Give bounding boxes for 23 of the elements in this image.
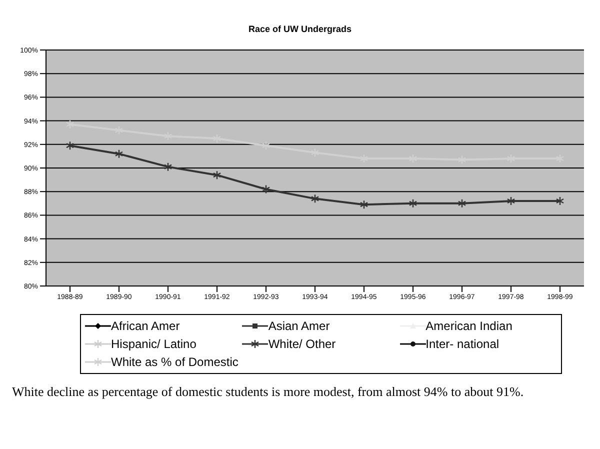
point (262, 184, 270, 194)
point (408, 198, 418, 208)
point (310, 194, 320, 204)
point (66, 140, 74, 150)
point (360, 200, 368, 210)
legend-label: White as % of Domestic (111, 355, 238, 369)
point (114, 149, 124, 158)
point (212, 170, 222, 180)
point (262, 140, 270, 150)
chart-title: Race of UW Undergrads (247, 24, 353, 36)
point (458, 198, 466, 208)
legend-label: Inter- national (426, 337, 500, 351)
legend-label: Asian Amer (268, 319, 330, 333)
point (556, 196, 564, 206)
legend-label: African Amer (111, 319, 180, 333)
point (66, 120, 74, 129)
legend-label: Hispanic/ Latino (111, 337, 196, 351)
point (164, 162, 172, 172)
text: White decline as percentage of domestic students is more modest, from almost 94% to about 91%. (12, 384, 525, 400)
point (506, 196, 516, 206)
legend-label: White/ Other (268, 337, 336, 351)
legend-label: American Indian (426, 319, 512, 333)
point (212, 134, 222, 144)
